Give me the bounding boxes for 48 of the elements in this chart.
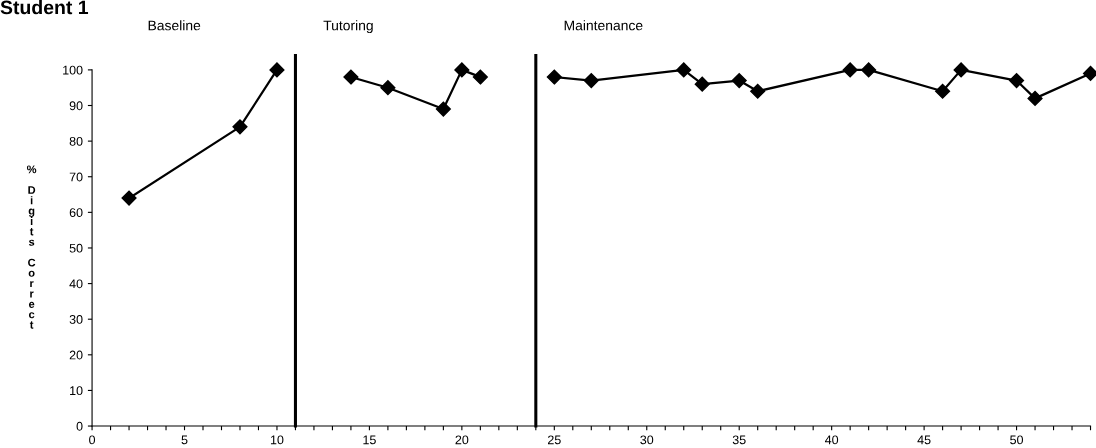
x-tick-label: 20 <box>455 435 469 445</box>
point <box>232 119 248 135</box>
point <box>380 80 396 96</box>
y-tick-label: 0 <box>76 421 83 431</box>
x-tick-label: 40 <box>825 435 839 445</box>
y-tick-label: 40 <box>69 279 83 289</box>
x-tick-label: 50 <box>1010 435 1024 445</box>
x-tick-label: 30 <box>640 435 654 445</box>
point <box>472 69 488 85</box>
y-tick-label: 10 <box>70 386 83 396</box>
point <box>121 190 137 206</box>
point <box>694 76 710 92</box>
x-tick-label: 35 <box>732 435 746 445</box>
text: % Digits Correct <box>26 165 37 329</box>
y-tick-label: 100 <box>63 65 83 75</box>
y-tick-label: 30 <box>69 315 83 324</box>
chart-title: Student 1 <box>0 0 89 15</box>
point <box>750 83 766 99</box>
x-tick-label: 45 <box>917 435 931 445</box>
x-tick-label: 0 <box>89 435 96 445</box>
point <box>953 62 969 78</box>
y-tick-label: 90 <box>69 101 83 111</box>
point <box>1082 65 1096 82</box>
point <box>676 62 692 78</box>
text: Baseline <box>148 20 201 31</box>
text: Tutoring <box>323 20 373 34</box>
y-tick-label: 20 <box>69 350 83 360</box>
text: Maintenance <box>564 20 643 31</box>
y-tick-label: 70 <box>69 172 83 182</box>
point <box>1008 73 1025 89</box>
point <box>546 69 562 85</box>
x-tick-label: 15 <box>363 435 376 445</box>
point <box>861 62 877 78</box>
y-tick-label: 50 <box>69 243 83 253</box>
y-tick-label: 80 <box>69 136 83 146</box>
x-tick-label: 5 <box>181 435 188 445</box>
point <box>731 73 747 89</box>
y-tick-label: 60 <box>69 208 83 217</box>
point <box>343 69 359 85</box>
point <box>269 62 285 78</box>
point <box>583 73 599 89</box>
point <box>842 62 858 78</box>
point <box>435 101 451 117</box>
point <box>454 62 470 78</box>
point <box>1027 90 1043 106</box>
point <box>935 83 951 99</box>
x-tick-label: 10 <box>270 435 284 445</box>
x-tick-label: 25 <box>547 435 561 445</box>
